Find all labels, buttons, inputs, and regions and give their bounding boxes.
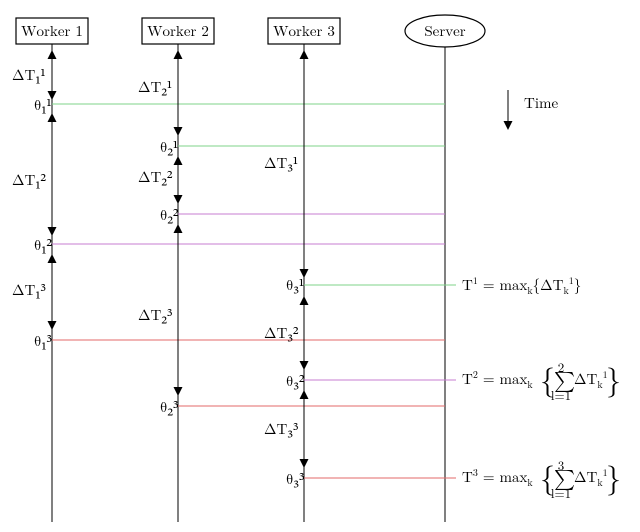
t1-annotation: T1 = maxk{ΔTk1}	[462, 276, 581, 296]
svg-text:l=1: l=1	[551, 390, 571, 403]
interval-label-1: ΔT₁²	[12, 173, 46, 188]
interval-label-7: ΔT₃²	[264, 326, 299, 341]
svg-text:ΔTk1: ΔTk1	[574, 370, 608, 390]
worker1-label: Worker 1	[21, 24, 83, 39]
server-label: Server	[424, 24, 465, 39]
theta-label-3: θ₂¹	[160, 140, 178, 155]
theta-label-4: θ₂²	[160, 208, 179, 223]
worker2-label: Worker 2	[147, 24, 209, 39]
interval-label-2: ΔT₁³	[12, 283, 46, 298]
t2-annotation: T2 = maxk{2∑l=1ΔTk1}	[462, 362, 621, 403]
interval-label-5: ΔT₂³	[138, 308, 173, 323]
theta-label-2: θ₁³	[34, 334, 52, 349]
svg-text:}: }	[606, 464, 621, 496]
theta-label-6: θ₃¹	[286, 278, 304, 293]
theta-label-7: θ₃²	[286, 374, 305, 389]
svg-text:T1 = maxk{ΔTk1}: T1 = maxk{ΔTk1}	[462, 276, 581, 296]
t3-annotation: T3 = maxk{3∑l=1ΔTk1}	[462, 460, 621, 501]
interval-label-8: ΔT₃³	[264, 422, 299, 437]
theta-label-5: θ₂³	[160, 400, 179, 415]
svg-text:ΔTk1: ΔTk1	[574, 468, 608, 488]
interval-label-4: ΔT₂²	[138, 170, 173, 185]
svg-text:T2 = maxk: T2 = maxk	[462, 370, 533, 390]
svg-text:T3 = maxk: T3 = maxk	[462, 468, 533, 488]
interval-label-3: ΔT₂¹	[138, 80, 172, 95]
interval-label-6: ΔT₃¹	[264, 156, 298, 171]
theta-label-8: θ₃³	[286, 472, 305, 487]
theta-label-1: θ₁²	[34, 238, 52, 253]
svg-text:}: }	[606, 366, 621, 398]
interval-label-0: ΔT₁¹	[12, 68, 45, 83]
svg-text:∑: ∑	[554, 371, 575, 392]
svg-text:∑: ∑	[554, 469, 575, 490]
theta-label-0: θ₁¹	[34, 98, 51, 113]
time-label: Time	[524, 96, 558, 111]
svg-text:l=1: l=1	[551, 488, 571, 501]
worker3-label: Worker 3	[273, 24, 335, 39]
